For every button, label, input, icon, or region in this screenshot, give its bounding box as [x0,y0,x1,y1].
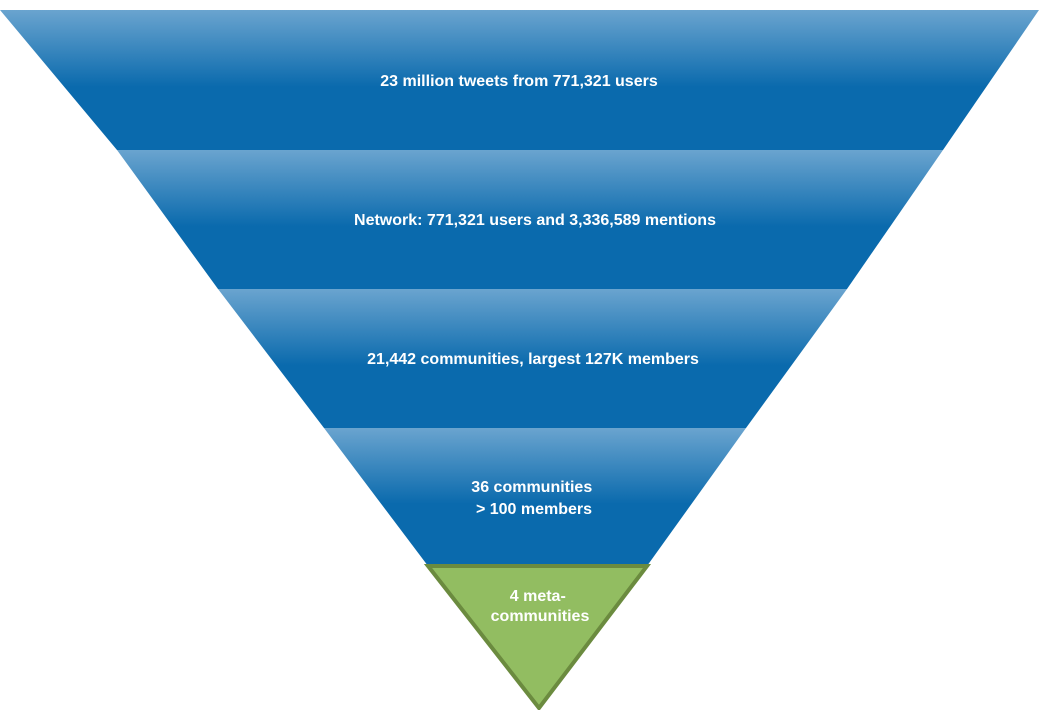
funnel-tier-3: 21,442 communities, largest 127K members [218,289,847,428]
funnel-tier-1-shape [0,10,1039,150]
funnel-tier-4-label: 36 communities > 100 members [471,479,596,518]
funnel-tier-4-shape [324,428,746,566]
funnel-tier-3-shape [218,289,847,428]
funnel-tier-4-line-2: > 100 members [476,501,592,518]
funnel-tier-1-line-1: 23 million tweets from 771,321 users [380,73,658,90]
funnel-tier-2-shape [117,150,943,289]
funnel-tier-2-line-1: Network: 771,321 users and 3,336,589 men… [354,212,716,229]
funnel-tier-2-label: Network: 771,321 users and 3,336,589 men… [354,212,716,229]
funnel-tip-line-1: 4 meta- [510,588,566,605]
funnel-tier-4-line-1: 36 communities [471,479,592,496]
funnel-tier-1-label: 23 million tweets from 771,321 users [380,73,658,90]
funnel-tip-label: 4 meta- communities [491,588,590,625]
funnel-tier-3-label: 21,442 communities, largest 127K members [367,351,699,368]
funnel-tier-3-line-1: 21,442 communities, largest 127K members [367,351,699,368]
funnel-tier-2: Network: 771,321 users and 3,336,589 men… [117,150,943,289]
funnel-tip: 4 meta- communities [423,564,652,710]
funnel-tip-shape [423,564,652,710]
funnel-tier-1: 23 million tweets from 771,321 users [0,10,1039,150]
funnel-tier-4: 36 communities > 100 members [324,428,746,566]
funnel-tip-line-2: communities [491,608,590,625]
